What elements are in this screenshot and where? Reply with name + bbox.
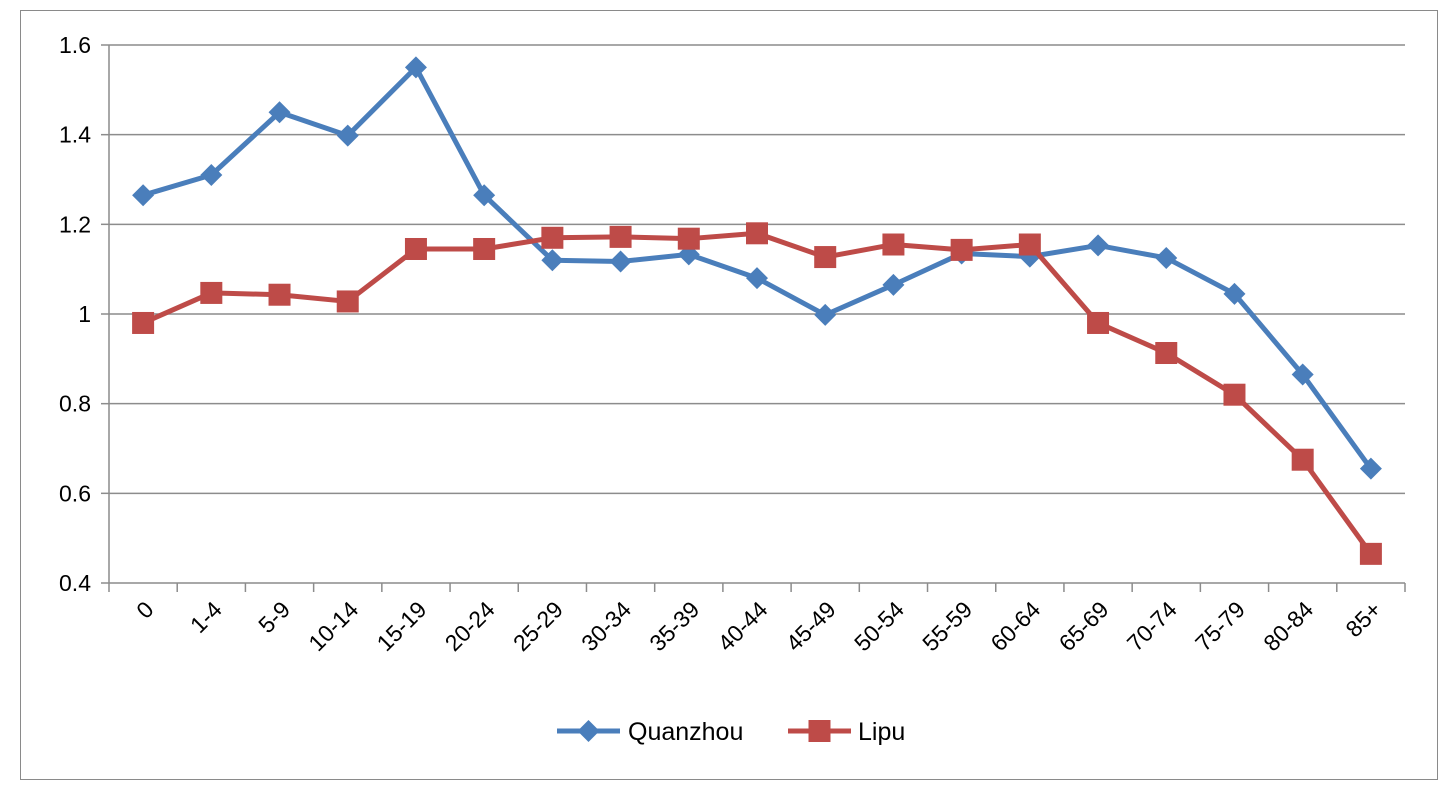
data-point — [336, 124, 359, 147]
x-tick-label: 85+ — [1340, 596, 1386, 642]
data-point — [268, 283, 291, 306]
x-tick-label: 10-14 — [303, 596, 363, 656]
data-point — [1223, 282, 1246, 305]
data-point — [609, 250, 632, 273]
diamond-marker-icon — [577, 720, 600, 742]
data-point — [950, 238, 973, 261]
data-point — [404, 237, 427, 260]
data-point — [404, 56, 427, 79]
legend-item-quanzhou: Quanzhou — [557, 718, 743, 746]
data-point — [541, 226, 564, 249]
data-point — [882, 233, 905, 256]
x-tick-label: 30-34 — [576, 596, 636, 656]
data-point — [746, 222, 768, 245]
x-tick-label: 5-9 — [253, 596, 295, 638]
data-point — [1155, 246, 1178, 269]
x-tick-label: 65-69 — [1054, 596, 1114, 656]
data-point — [473, 184, 496, 207]
y-tick-label: 0.6 — [59, 480, 91, 506]
x-tick-label: 55-59 — [917, 596, 977, 656]
x-tick-label: 35-39 — [644, 596, 704, 656]
data-point — [1155, 342, 1178, 365]
y-tick-label: 1.6 — [59, 32, 91, 58]
data-point — [609, 225, 632, 248]
x-tick-label: 50-54 — [849, 596, 909, 656]
square-marker-icon — [808, 720, 831, 742]
data-point — [132, 311, 155, 334]
legend-label: Lipu — [858, 718, 905, 746]
data-point — [677, 227, 700, 250]
data-point — [473, 237, 496, 260]
data-point — [882, 273, 905, 296]
grid-lines — [109, 44, 1405, 584]
data-point — [541, 249, 564, 272]
y-axis-tick-labels: 0.4 0.6 0.8 1 1.2 1.4 1.6 — [59, 32, 91, 596]
data-point — [1223, 383, 1246, 406]
data-point — [1087, 311, 1110, 334]
x-tick-label: 40-44 — [713, 596, 773, 656]
data-point — [268, 101, 291, 124]
data-point — [336, 290, 359, 313]
x-tick-label: 75-79 — [1190, 596, 1250, 656]
x-tick-label: 25-29 — [508, 596, 568, 656]
data-point — [1359, 542, 1382, 565]
data-point — [1018, 233, 1041, 256]
data-point — [1087, 234, 1110, 257]
x-tick-label: 15-19 — [372, 596, 432, 656]
data-point — [814, 246, 837, 269]
chart-frame — [20, 10, 1438, 780]
y-tick-label: 1.4 — [59, 122, 91, 148]
series-quanzhou — [132, 56, 1382, 480]
y-tick-label: 1.2 — [59, 211, 91, 237]
data-point — [1359, 457, 1382, 480]
data-point — [1291, 448, 1314, 471]
x-tick-label: 20-24 — [440, 596, 500, 656]
x-tick-label: 1-4 — [185, 596, 227, 638]
x-tick-label: 0 — [131, 596, 158, 623]
x-tick-label: 70-74 — [1122, 596, 1182, 656]
series-lipu — [132, 222, 1382, 565]
data-point — [132, 184, 155, 207]
y-tick-label: 0.8 — [59, 391, 91, 417]
x-axis-tick-labels: 0 1-4 5-9 10-14 15-19 20-24 25-29 30-34 35-39 40-… — [131, 596, 1386, 656]
y-tick-label: 1 — [78, 301, 91, 327]
x-tick-label: 80-84 — [1258, 596, 1318, 656]
series — [132, 56, 1382, 565]
axes — [101, 44, 1406, 592]
data-point — [814, 303, 837, 326]
y-tick-label: 0.4 — [59, 570, 91, 596]
x-tick-label: 60-64 — [985, 596, 1045, 656]
x-tick-label: 45-49 — [781, 596, 841, 656]
legend-item-lipu: Lipu — [788, 718, 905, 746]
legend-label: Quanzhou — [628, 718, 743, 746]
data-point — [746, 267, 768, 290]
data-point — [1291, 363, 1314, 386]
legend: Quanzhou Lipu — [557, 718, 905, 746]
data-point — [200, 164, 223, 187]
data-point — [200, 281, 223, 304]
